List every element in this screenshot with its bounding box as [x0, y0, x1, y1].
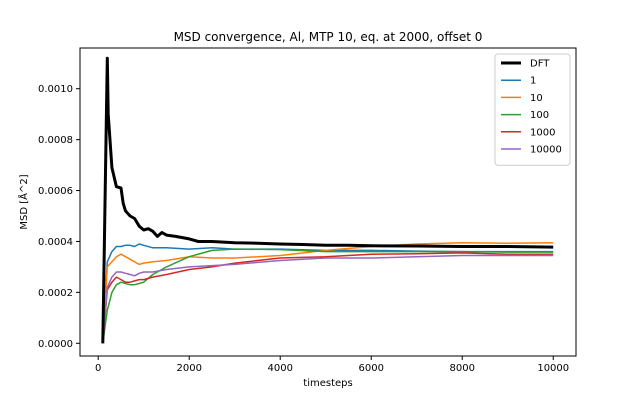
- chart-title: MSD convergence, Al, MTP 10, eq. at 2000…: [174, 30, 483, 44]
- y-tick-label: 0.0000: [38, 339, 73, 350]
- legend-box: [494, 53, 571, 166]
- series-line-DFT: [101, 56, 554, 344]
- legend-label-DFT: DFT: [530, 59, 550, 70]
- x-axis-title: timesteps: [303, 378, 352, 389]
- legend-label-1000: 1000: [530, 127, 555, 138]
- legend-label-10000: 10000: [530, 145, 562, 156]
- legend-label-10: 10: [530, 93, 543, 104]
- y-axis-title: MSD [Å^2]: [17, 174, 30, 229]
- x-tick-label: 0: [95, 363, 101, 374]
- y-tick-label: 0.0002: [38, 288, 73, 299]
- y-tick-label: 0.0008: [38, 135, 73, 146]
- x-tick-label: 10000: [537, 363, 569, 374]
- series-line-1: [102, 243, 554, 344]
- y-tick-label: 0.0006: [38, 186, 73, 197]
- series-line-10000: [102, 254, 554, 344]
- x-tick-label: 8000: [450, 363, 475, 374]
- legend: DFT 1 10 100 1000 10000: [494, 53, 571, 166]
- legend-label-1: 1: [530, 76, 536, 87]
- y-tick-label: 0.0004: [38, 237, 73, 248]
- x-tick-label: 6000: [359, 363, 384, 374]
- y-tick-label: 0.0010: [38, 84, 73, 95]
- series-layer: [101, 56, 554, 344]
- series-line-1000: [102, 252, 554, 344]
- y-axis-ticks: 0.0000 0.0002 0.0004 0.0006 0.0008 0.0010: [38, 84, 80, 350]
- x-tick-label: 2000: [176, 363, 201, 374]
- legend-label-100: 100: [530, 110, 549, 121]
- x-axis-ticks: 0 2000 4000 6000 8000 10000: [95, 356, 569, 374]
- x-tick-label: 4000: [267, 363, 292, 374]
- plot-frame: [79, 47, 577, 357]
